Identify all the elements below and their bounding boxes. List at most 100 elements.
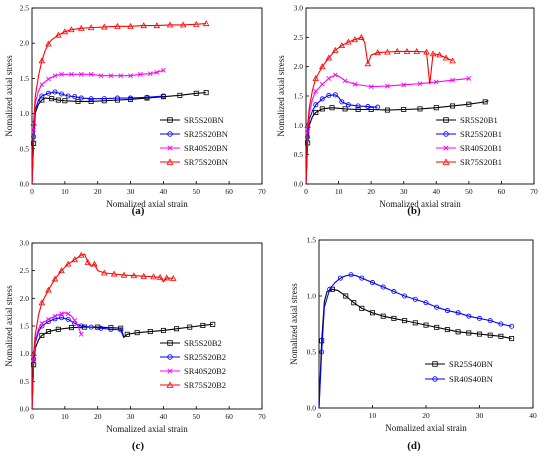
data-point bbox=[134, 330, 140, 336]
legend-marker bbox=[167, 131, 173, 137]
data-point bbox=[114, 95, 120, 101]
x-tick-label: 40 bbox=[160, 187, 168, 196]
x-tick-label: 70 bbox=[258, 187, 266, 196]
x-tick-label: 20 bbox=[367, 187, 375, 196]
y-tick-label: 2.5 bbox=[20, 4, 30, 13]
data-point bbox=[88, 324, 94, 330]
data-point bbox=[343, 293, 349, 299]
data-point bbox=[170, 274, 177, 281]
legend-label: SR75S20B2 bbox=[184, 380, 226, 390]
legend-label: SR25S20B1 bbox=[460, 129, 502, 139]
series-line bbox=[318, 288, 512, 409]
x-tick-label: 10 bbox=[335, 187, 343, 196]
data-point bbox=[108, 326, 114, 332]
data-point bbox=[65, 316, 71, 322]
data-point bbox=[329, 105, 335, 111]
legend-label: SR25S40BN bbox=[449, 359, 493, 369]
legend-marker bbox=[432, 361, 438, 367]
y-tick-label: 1.0 bbox=[20, 349, 30, 358]
data-point bbox=[385, 83, 390, 89]
x-tick-label: 70 bbox=[530, 187, 538, 196]
data-point bbox=[160, 327, 166, 333]
series-SR40S20B2 bbox=[31, 311, 84, 410]
legend-label: SR25S20BN bbox=[184, 129, 228, 139]
legend-label: SR40S40BN bbox=[449, 374, 493, 384]
data-point bbox=[59, 311, 64, 317]
data-point bbox=[187, 324, 193, 330]
x-tick-label: 30 bbox=[127, 187, 135, 196]
data-point bbox=[30, 350, 37, 357]
data-point bbox=[98, 73, 104, 79]
data-point bbox=[369, 310, 375, 316]
data-point bbox=[365, 104, 371, 110]
y-tick-label: 0.0 bbox=[20, 180, 30, 189]
data-point bbox=[55, 97, 61, 103]
data-point bbox=[358, 33, 365, 40]
data-point bbox=[368, 106, 374, 112]
data-point bbox=[319, 81, 325, 87]
x-tick-label: 50 bbox=[465, 187, 473, 196]
series-SR25S40BN bbox=[318, 286, 515, 409]
legend-label: SR40S20B2 bbox=[184, 366, 226, 376]
x-tick-label: 20 bbox=[422, 411, 430, 420]
data-point bbox=[202, 20, 210, 27]
data-point bbox=[120, 271, 128, 278]
data-point bbox=[412, 296, 418, 302]
data-point bbox=[509, 323, 515, 329]
data-point bbox=[319, 106, 325, 112]
y-tick-label: 2.5 bbox=[20, 266, 30, 275]
data-point bbox=[476, 331, 482, 337]
data-point bbox=[312, 74, 320, 81]
data-point bbox=[78, 251, 85, 258]
data-point bbox=[466, 330, 472, 336]
data-point bbox=[359, 305, 365, 311]
series-SR40S20B1 bbox=[305, 72, 472, 185]
y-tick-label: 1.5 bbox=[307, 236, 317, 245]
y-tick-label: 1.0 bbox=[294, 121, 304, 130]
data-point bbox=[52, 73, 58, 79]
legend-label: SR25S20B2 bbox=[184, 352, 226, 362]
data-point bbox=[108, 73, 114, 79]
data-point bbox=[130, 272, 138, 279]
data-point bbox=[45, 40, 52, 47]
data-point bbox=[174, 326, 180, 332]
data-point bbox=[88, 71, 94, 77]
x-tick-label: 50 bbox=[193, 412, 201, 421]
data-point bbox=[319, 63, 326, 70]
y-axis-label: Nomalized axial stress bbox=[4, 285, 14, 367]
data-point bbox=[423, 48, 430, 55]
data-point bbox=[434, 304, 440, 310]
data-point bbox=[401, 82, 407, 88]
legend-label: SR5S20B2 bbox=[184, 338, 222, 348]
series-SR75S20B1 bbox=[304, 33, 456, 185]
data-point bbox=[140, 272, 147, 279]
data-point bbox=[138, 71, 143, 77]
data-point bbox=[355, 103, 361, 109]
data-point bbox=[332, 46, 339, 53]
x-tick-label: 30 bbox=[127, 412, 135, 421]
x-axis-label: Nomalized axial strain bbox=[106, 424, 188, 434]
data-point bbox=[124, 331, 130, 337]
data-point bbox=[325, 54, 333, 61]
chart-panel-4: 0 10 20 30 40 0.0 0.5 1.0 1.5 Nomalized axial str… bbox=[289, 236, 537, 453]
data-point bbox=[78, 71, 84, 77]
series-line bbox=[31, 323, 213, 410]
data-point bbox=[433, 79, 439, 85]
data-point bbox=[450, 103, 456, 109]
data-point bbox=[455, 329, 461, 335]
legend-label: SR5S20B1 bbox=[460, 115, 498, 125]
data-point bbox=[327, 286, 333, 292]
x-tick-label: 40 bbox=[433, 187, 441, 196]
data-point bbox=[51, 275, 59, 282]
data-point bbox=[88, 98, 94, 104]
data-point bbox=[482, 99, 488, 105]
data-point bbox=[39, 82, 45, 87]
data-point bbox=[55, 31, 62, 38]
series-line bbox=[31, 317, 125, 410]
data-point bbox=[72, 318, 78, 323]
data-point bbox=[348, 272, 354, 278]
data-point bbox=[49, 96, 55, 102]
data-point bbox=[101, 96, 107, 102]
data-point bbox=[91, 260, 98, 267]
